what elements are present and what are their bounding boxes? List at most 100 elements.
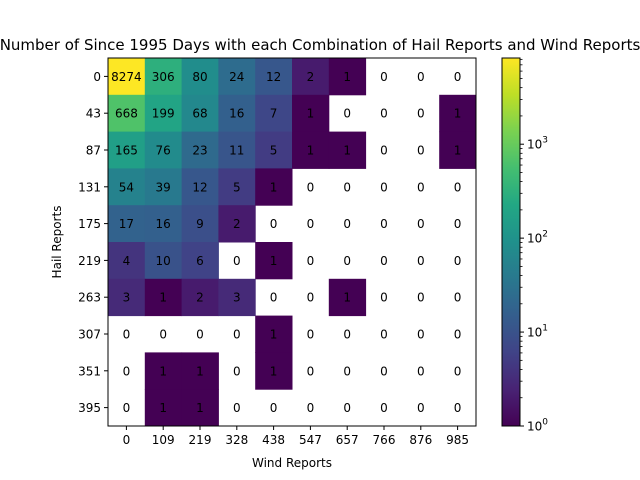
- heatmap-cell: [181, 242, 219, 280]
- heatmap-cell: [218, 94, 256, 133]
- heatmap-cell: [255, 352, 293, 390]
- cell-value-label: 10: [156, 254, 171, 268]
- heatmap-cell: [181, 278, 219, 317]
- cell-value-label: 0: [417, 70, 425, 84]
- cell-value-label: 17: [119, 217, 134, 231]
- heatmap-cell: [292, 58, 330, 96]
- cell-value-label: 0: [123, 364, 131, 378]
- heatmap-cell: [255, 94, 293, 133]
- cell-value-label: 0: [307, 254, 315, 268]
- heatmap-cell: [181, 205, 219, 243]
- x-tick-label: 438: [262, 433, 285, 447]
- cell-value-label: 1: [270, 180, 278, 194]
- cell-value-label: 0: [343, 107, 351, 121]
- cell-value-label: 9: [196, 217, 204, 231]
- cell-value-label: 0: [454, 180, 462, 194]
- cell-value-label: 0: [159, 328, 167, 342]
- colorbar-frame: [501, 57, 521, 427]
- heatmap-cell: [181, 352, 219, 390]
- x-tick-label: 657: [336, 433, 359, 447]
- cell-value-label: 11: [229, 144, 244, 158]
- heatmap-cell: [181, 389, 219, 427]
- cell-value-label: 1: [270, 254, 278, 268]
- cell-value-label: 0: [417, 401, 425, 415]
- cell-value-label: 0: [343, 364, 351, 378]
- cell-value-label: 0: [417, 254, 425, 268]
- x-tick-label: 0: [123, 433, 131, 447]
- cell-value-label: 1: [196, 401, 204, 415]
- cell-value-label: 0: [417, 107, 425, 121]
- cell-value-label: 1: [270, 364, 278, 378]
- cell-value-label: 24: [229, 70, 244, 84]
- cell-value-label: 0: [417, 144, 425, 158]
- heatmap-cell: [181, 94, 219, 133]
- cell-value-label: 0: [380, 364, 388, 378]
- y-tick-label: 43: [86, 107, 101, 121]
- heatmap-cell: [328, 278, 367, 317]
- y-tick-label: 0: [93, 70, 101, 84]
- cell-value-label: 0: [270, 401, 278, 415]
- cell-value-label: 0: [307, 291, 315, 305]
- cell-value-label: 68: [192, 107, 207, 121]
- y-axis-label: Hail Reports: [50, 206, 64, 279]
- x-tick-label: 109: [152, 433, 175, 447]
- cell-value-label: 0: [380, 401, 388, 415]
- cell-value-label: 199: [152, 107, 175, 121]
- y-tick-label: 351: [78, 364, 101, 378]
- cell-value-label: 0: [380, 328, 388, 342]
- cell-value-label: 23: [192, 144, 207, 158]
- x-tick-label: 766: [373, 433, 396, 447]
- cell-value-label: 0: [454, 364, 462, 378]
- cell-value-label: 3: [123, 291, 131, 305]
- cell-value-label: 16: [229, 107, 244, 121]
- heatmap-cell: [439, 94, 477, 133]
- heatmap-cell: [108, 58, 146, 96]
- cell-value-label: 306: [152, 70, 175, 84]
- cell-value-label: 0: [233, 254, 241, 268]
- cell-value-label: 0: [454, 401, 462, 415]
- colorbar-tick-label: 103: [527, 136, 548, 152]
- colorbar-gradient: [502, 58, 520, 426]
- heatmap-cells: [108, 58, 477, 427]
- cell-value-label: 5: [233, 180, 241, 194]
- cell-value-label: 0: [417, 180, 425, 194]
- heatmap-cell: [255, 315, 293, 353]
- heatmap-cell: [181, 168, 219, 206]
- y-tick-label: 175: [78, 217, 101, 231]
- cell-value-label: 0: [380, 254, 388, 268]
- cell-value-label: 0: [233, 401, 241, 415]
- heatmap-cell: [108, 205, 146, 243]
- cell-value-label: 0: [307, 364, 315, 378]
- cell-value-label: 1: [454, 144, 462, 158]
- heatmap-cell: [218, 278, 256, 317]
- heatmap-cell: [181, 131, 219, 169]
- heatmap-cell: [144, 168, 183, 206]
- cell-value-label: 1: [307, 144, 315, 158]
- cell-value-label: 0: [417, 217, 425, 231]
- cell-value-label: 0: [270, 217, 278, 231]
- cell-value-label: 1: [343, 291, 351, 305]
- heatmap-cell: [144, 205, 183, 243]
- heatmap-cell: [144, 58, 183, 96]
- heatmap-cell: [108, 94, 146, 133]
- heatmap-cell: [181, 58, 219, 96]
- cell-value-label: 0: [196, 328, 204, 342]
- x-tick-label: 876: [409, 433, 432, 447]
- heatmap-cell: [255, 131, 293, 169]
- cell-value-label: 1: [270, 328, 278, 342]
- cell-value-label: 0: [454, 254, 462, 268]
- cell-value-label: 39: [156, 180, 171, 194]
- cell-value-label: 0: [380, 291, 388, 305]
- x-tick-label: 219: [189, 433, 212, 447]
- cell-value-label: 1: [159, 364, 167, 378]
- cell-value-label: 76: [156, 144, 171, 158]
- cell-value-label: 3: [233, 291, 241, 305]
- cell-value-label: 0: [343, 254, 351, 268]
- cell-value-label: 1: [159, 401, 167, 415]
- heatmap-cell: [328, 58, 367, 96]
- cell-value-label: 0: [417, 328, 425, 342]
- cell-value-label: 1: [307, 107, 315, 121]
- plot-frame: [107, 57, 477, 427]
